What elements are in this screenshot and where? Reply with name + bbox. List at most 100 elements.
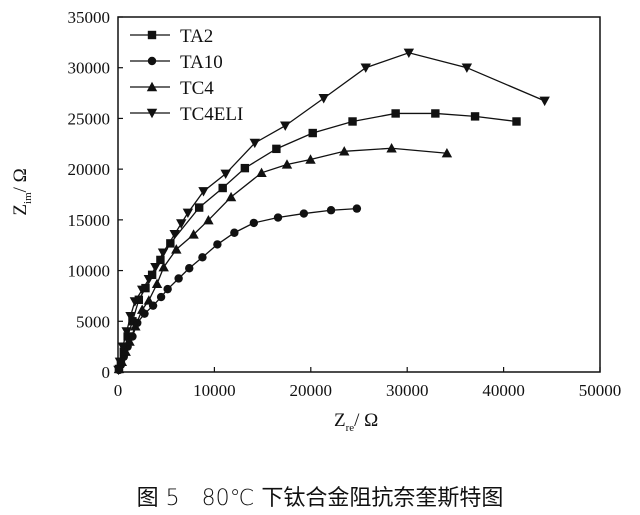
data-point-tc4 [143,295,155,305]
data-point-tc4eli [125,312,136,322]
series-line-tc4 [118,147,447,370]
y-tick-label: 20000 [68,160,111,179]
data-point-tc4eli [114,357,126,368]
data-point-tc4eli [461,63,473,73]
x-label-unit: / Ω [354,410,379,431]
data-point-ta2 [134,295,144,304]
data-point-tc4 [441,148,453,158]
data-point-ta10 [326,206,336,215]
x-tick-label: 30000 [386,381,429,400]
x-tick-label: 10000 [193,381,236,400]
data-point-ta2 [240,163,250,173]
data-point-ta2 [272,144,281,154]
data-point-tc4 [281,159,293,169]
data-point-tc4eli [220,169,231,180]
data-point-tc4eli [169,229,180,240]
data-point-ta2 [123,332,132,341]
data-point-tc4 [188,229,199,239]
y-tick-label: 25000 [68,109,111,128]
series-line-tc4eli [117,52,545,371]
data-point-ta10 [230,228,239,237]
data-point-tc4 [120,346,131,356]
data-point-ta10 [213,240,222,249]
data-point-tc4eli [403,48,415,59]
data-point-tc4 [136,304,148,314]
data-point-tc4 [256,167,267,177]
y-label-sub: im [21,192,34,204]
data-point-tc4 [158,262,169,272]
data-point-tc4 [386,143,397,153]
data-point-tc4eli [318,94,329,104]
data-point-ta10 [156,292,166,302]
data-point-ta2 [512,117,521,126]
data-point-ta10 [273,213,283,222]
data-point-ta10 [174,274,183,283]
data-point-tc4eli [176,219,187,229]
data-point-tc4 [305,154,316,164]
x-tick-label: 0 [114,381,123,400]
data-point-ta10 [352,204,362,213]
data-point-tc4 [171,244,182,254]
y-tick-label: 30000 [68,59,111,78]
legend-marker-ta10 [147,56,157,66]
data-point-tc4 [225,191,237,202]
y-label-main: Z [10,203,32,216]
data-point-ta2 [348,117,357,126]
data-point-ta2 [128,317,137,326]
data-point-tc4eli [121,327,132,337]
data-point-tc4eli [182,208,194,219]
y-label-unit: / Ω [10,168,32,193]
legend-marker-tc4eli [146,108,158,119]
figure-caption: 图 5 80℃ 下钛合金阻抗奈奎斯特图 [136,486,504,511]
data-point-ta2 [166,239,175,248]
data-point-ta2 [194,203,204,212]
data-point-tc4eli [150,263,161,273]
x-label-main: Z [334,410,346,431]
x-tick-label: 20000 [290,381,333,400]
y-tick-label: 35000 [68,8,111,27]
series-line-ta2 [118,112,517,370]
legend-label-ta10: TA10 [180,52,223,73]
data-point-ta2 [218,183,227,193]
data-point-tc4eli [113,365,124,376]
data-point-tc4eli [360,63,371,73]
data-point-ta2 [431,109,440,118]
legend-marker-ta2 [147,30,157,40]
data-point-tc4eli [129,297,141,307]
y-tick-label: 5000 [76,312,110,331]
data-point-ta2 [391,109,400,118]
data-point-tc4eli [157,248,169,258]
data-point-tc4eli [136,285,148,296]
y-tick-label: 10000 [68,262,111,281]
y-tick-label: 0 [102,363,111,382]
x-label-sub: re [345,421,355,434]
legend-label-ta2: TA2 [180,26,213,47]
data-point-ta2 [147,270,157,280]
data-point-ta2 [156,255,165,265]
legend-marker-tc4 [146,81,158,92]
data-point-tc4 [339,146,350,156]
data-point-tc4eli [143,274,155,285]
y-tick-label: 15000 [68,211,111,230]
x-tick-label: 40000 [482,381,525,400]
y-axis-label: Zim/ Ω [10,162,34,222]
legend-label-tc4: TC4 [180,78,214,99]
plot-frame [117,16,601,373]
x-tick-label: 50000 [579,381,622,400]
data-point-ta10 [198,253,207,262]
data-point-tc4 [151,278,163,289]
data-point-tc4eli [117,342,129,352]
data-point-tc4eli [280,121,291,131]
data-point-ta10 [185,264,194,273]
data-point-tc4eli [539,96,550,107]
data-point-ta2 [308,128,317,138]
data-point-ta2 [470,112,480,121]
data-point-tc4eli [198,187,209,197]
legend-label-tc4eli: TC4ELI [180,104,243,125]
data-point-tc4eli [249,138,260,149]
x-axis-label: Zre/ Ω [334,410,378,434]
data-point-ta10 [163,284,172,294]
data-point-tc4 [130,321,141,331]
data-point-ta10 [249,218,259,228]
